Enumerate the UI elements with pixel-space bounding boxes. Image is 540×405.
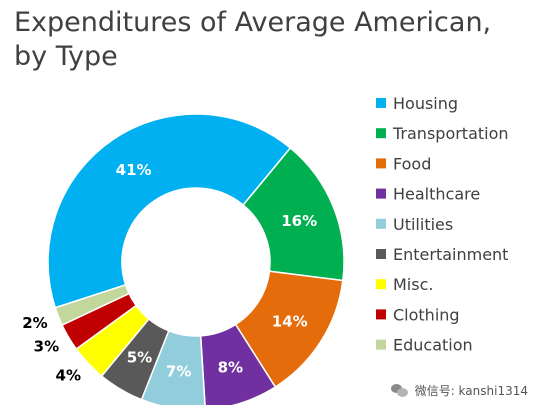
legend-label-misc: Misc. (393, 275, 433, 294)
slice-label-food: 14% (272, 312, 308, 330)
legend-item-food: Food (376, 154, 431, 173)
legend-swatch-misc (376, 279, 386, 290)
legend-swatch-utilities (376, 218, 386, 229)
legend-swatch-entertainment (376, 249, 386, 259)
slice-labels: 41% 16% 14% 8% 7% 5% 4% 3% 2% (22, 161, 317, 384)
chart-title-line-2: by Type (14, 41, 118, 72)
legend-item-healthcare: Healthcare (376, 185, 480, 204)
watermark: 微信号: kanshi1314 (390, 381, 528, 399)
donut-slices (47, 113, 345, 405)
legend-item-utilities: Utilities (376, 215, 453, 234)
slice-label-entertainment: 5% (127, 349, 152, 367)
legend-swatch-housing (376, 98, 386, 108)
wechat-icon (390, 381, 409, 399)
slice-label-misc: 4% (56, 367, 81, 385)
chart-title: Expenditures of Average American, by Typ… (14, 6, 534, 74)
legend-label-food: Food (393, 154, 431, 173)
legend-item-housing: Housing (376, 94, 458, 113)
watermark-text: 微信号: kanshi1314 (414, 383, 528, 398)
legend-label-entertainment: Entertainment (393, 245, 508, 264)
chart-title-line-1: Expenditures of Average American, (14, 7, 492, 38)
legend-swatch-education (376, 339, 386, 350)
slice-label-utilities: 7% (166, 363, 191, 381)
slice-label-education: 2% (22, 314, 47, 332)
legend-label-utilities: Utilities (393, 215, 453, 234)
legend-label-healthcare: Healthcare (393, 185, 480, 204)
legend-item-entertainment: Entertainment (376, 245, 508, 264)
legend-swatch-transportation (376, 128, 386, 139)
slice-label-clothing: 3% (34, 338, 59, 356)
legend-swatch-clothing (376, 309, 386, 320)
legend-item-education: Education (376, 336, 473, 355)
legend-label-transportation: Transportation (392, 124, 509, 143)
legend-label-clothing: Clothing (393, 305, 460, 324)
legend-item-clothing: Clothing (376, 305, 460, 324)
legend-swatch-food (376, 158, 386, 169)
slice-label-transportation: 16% (281, 212, 317, 230)
legend-swatch-healthcare (376, 188, 386, 199)
slice-label-healthcare: 8% (218, 359, 243, 377)
slice-housing (47, 113, 292, 309)
slice-education (54, 283, 131, 327)
legend: Housing Transportation Food Healthcare Utili… (376, 94, 509, 355)
legend-label-housing: Housing (393, 94, 458, 113)
legend-item-misc: Misc. (376, 275, 433, 294)
slice-healthcare (199, 323, 277, 405)
slice-label-housing: 41% (116, 161, 152, 179)
legend-item-transportation: Transportation (376, 124, 509, 143)
legend-label-education: Education (393, 336, 473, 355)
